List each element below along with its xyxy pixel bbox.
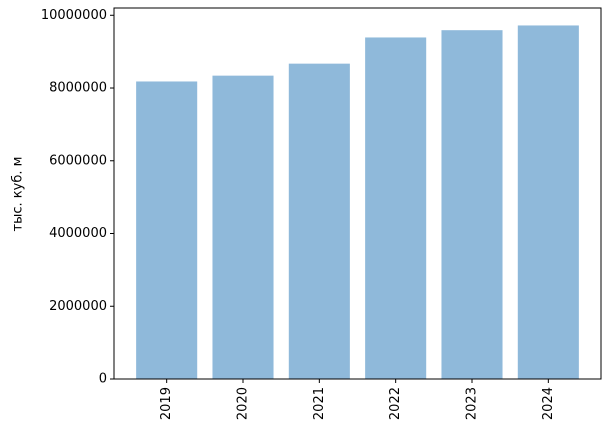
y-tick-label: 2000000 xyxy=(49,299,107,314)
bar xyxy=(517,25,579,379)
y-axis-label: тыс. куб. м xyxy=(11,157,26,232)
x-tick-label: 2020 xyxy=(236,387,251,420)
x-tick-label: 2019 xyxy=(159,387,174,420)
bar xyxy=(288,63,350,380)
y-tick-label: 8000000 xyxy=(49,81,107,96)
bar xyxy=(136,81,198,380)
x-tick-label: 2022 xyxy=(388,387,403,420)
y-tick-label: 0 xyxy=(99,372,107,387)
y-tick-label: 4000000 xyxy=(49,226,107,241)
bar xyxy=(212,75,274,379)
y-tick-label: 6000000 xyxy=(49,153,107,168)
x-tick-label: 2021 xyxy=(312,387,327,420)
bar xyxy=(441,30,503,379)
bar xyxy=(365,37,427,380)
x-tick-label: 2023 xyxy=(464,387,479,420)
x-tick-label: 2024 xyxy=(541,387,556,420)
plot-frame xyxy=(113,7,602,380)
y-tick-label: 10000000 xyxy=(41,8,107,23)
